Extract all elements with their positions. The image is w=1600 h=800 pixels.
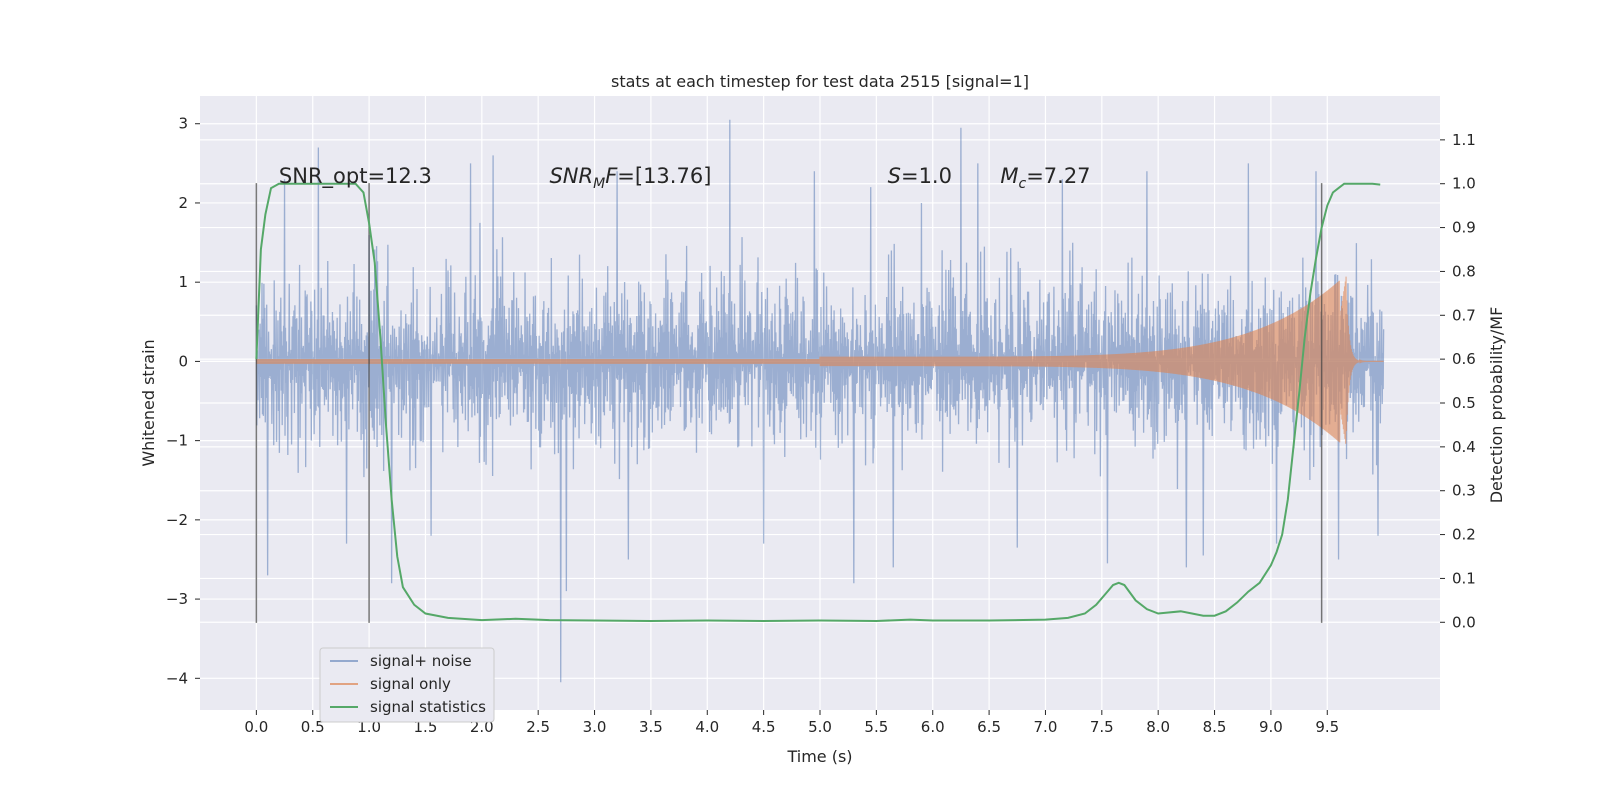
annotation: SNR_opt=12.3: [279, 164, 432, 189]
y2-tick-label: 0.6: [1452, 350, 1476, 368]
y2-tick-label: 0.7: [1452, 306, 1476, 324]
legend-label-noise: signal+ noise: [370, 652, 472, 670]
series-signal-only: [255, 276, 1384, 444]
annotation: SNRMF=[13.76]: [549, 164, 711, 192]
y2-tick-label: 0.4: [1452, 438, 1476, 456]
y-tick-label: −3: [166, 590, 188, 608]
annotation: Mc=7.27: [1000, 164, 1090, 192]
y-tick-label: 3: [178, 115, 188, 133]
x-tick-label: 4.0: [695, 718, 719, 736]
y2-tick-label: 1.0: [1452, 175, 1476, 193]
y2-tick-label: 0.9: [1452, 219, 1476, 237]
x-tick-label: 3.0: [583, 718, 607, 736]
y-axis-label: Whitened strain: [139, 339, 158, 466]
y-tick-label: −2: [166, 511, 188, 529]
y-tick-label: 0: [178, 352, 188, 370]
x-tick-label: 5.5: [864, 718, 888, 736]
y2-tick-label: 0.3: [1452, 482, 1476, 500]
y2-tick-label: 0.1: [1452, 569, 1476, 587]
y2-tick-label: 0.8: [1452, 262, 1476, 280]
x-tick-label: 5.0: [808, 718, 832, 736]
y2-tick-label: 1.1: [1452, 131, 1476, 149]
x-tick-label: 9.0: [1259, 718, 1283, 736]
x-tick-label: 4.5: [752, 718, 776, 736]
x-tick-label: 8.5: [1203, 718, 1227, 736]
vertical-markers: [255, 183, 1323, 623]
x-tick-label: 2.5: [526, 718, 550, 736]
x-tick-label: 8.0: [1146, 718, 1170, 736]
series-signal-statistics: [255, 182, 1381, 622]
y2-ticks: 0.0 0.1 0.2 0.3 0.4 0.5 0.6 0.7 0.8 0.9 1.0 1.1: [1440, 131, 1476, 631]
x-tick-label: 0.5: [301, 718, 325, 736]
annotations: SNR_opt=12.3 SNRMF=[13.76] S=1.0 Mc=7.27: [279, 164, 1091, 192]
x-tick-label: 3.5: [639, 718, 663, 736]
y-tick-label: 2: [178, 194, 188, 212]
annotation: S=1.0: [888, 164, 952, 188]
y-tick-label: −1: [166, 432, 188, 450]
signal-trace: [255, 276, 1384, 444]
y2-axis-label: Detection probability/MF: [1487, 307, 1506, 504]
y2-tick-label: 0.0: [1452, 613, 1476, 631]
legend-label-signal: signal only: [370, 675, 451, 693]
x-tick-label: 6.5: [977, 718, 1001, 736]
x-axis-label: Time (s): [786, 747, 852, 766]
legend: signal+ noise signal only signal statist…: [319, 647, 495, 723]
x-tick-label: 7.5: [1090, 718, 1114, 736]
legend-label-stats: signal statistics: [370, 698, 486, 716]
x-tick-label: 7.0: [1034, 718, 1058, 736]
x-tick-label: 6.0: [921, 718, 945, 736]
stats-line: [255, 182, 1381, 622]
y-tick-label: 1: [178, 273, 188, 291]
x-tick-label: 9.5: [1315, 718, 1339, 736]
x-tick-label: 0.0: [244, 718, 268, 736]
legend-box: [319, 647, 495, 723]
chart-title: stats at each timestep for test data 251…: [611, 72, 1029, 91]
y-ticks: −4 −3 −2 −1 0 1 2 3: [166, 115, 200, 687]
y2-tick-label: 0.2: [1452, 526, 1476, 544]
y2-tick-label: 0.5: [1452, 394, 1476, 412]
y-tick-label: −4: [166, 669, 188, 687]
